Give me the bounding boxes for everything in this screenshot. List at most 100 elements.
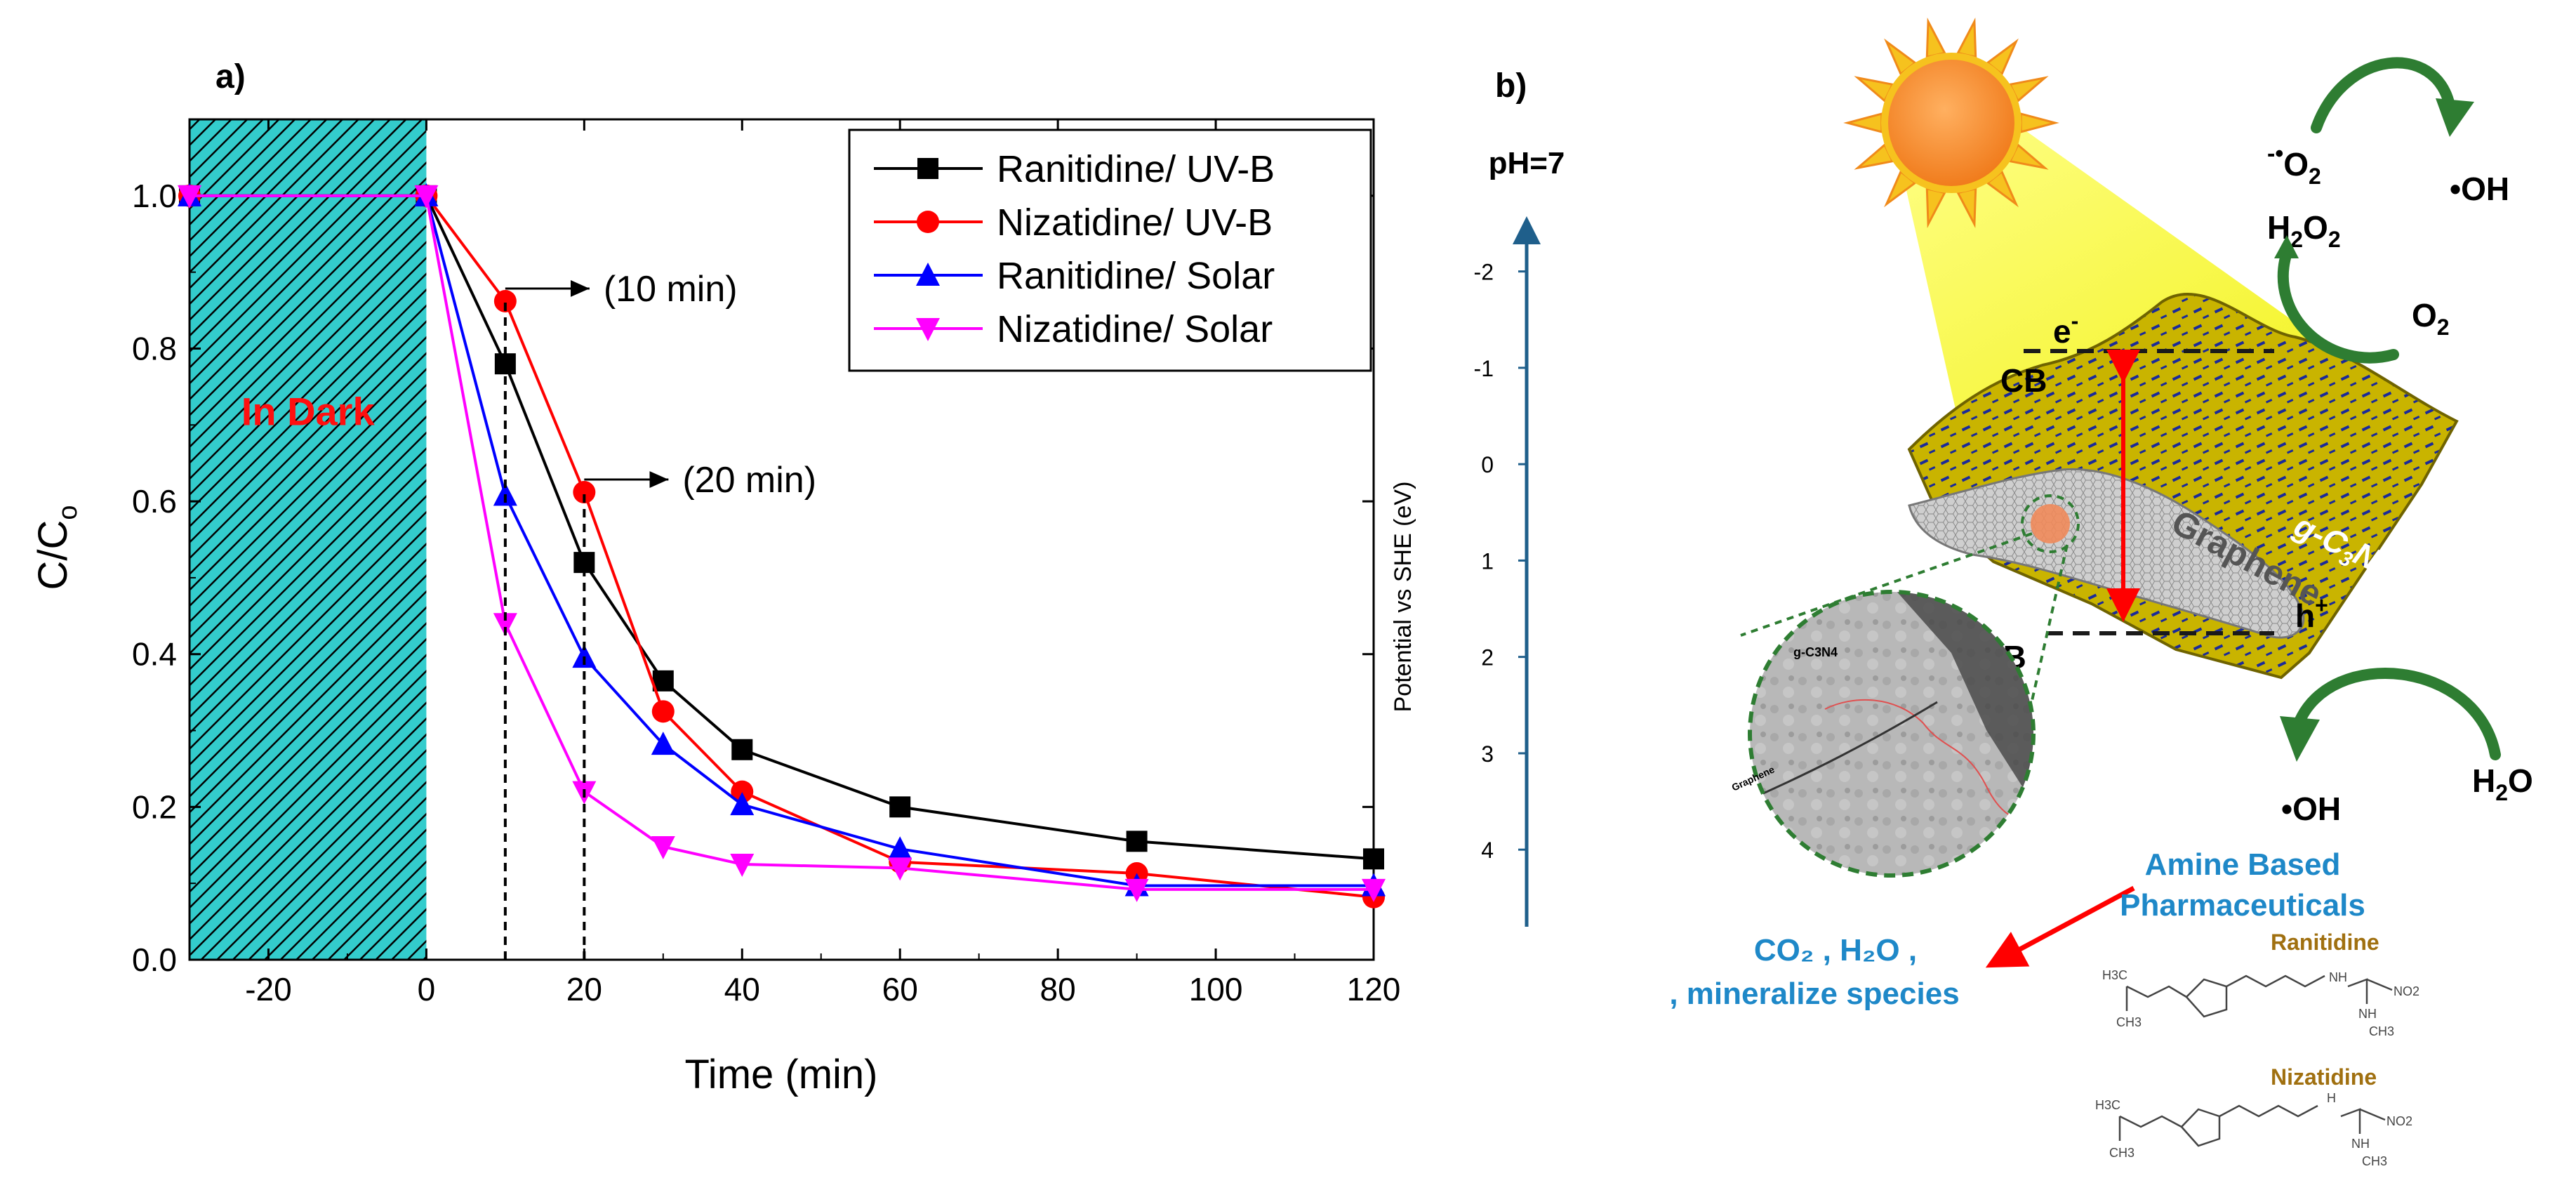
h2o-label: H2O <box>2472 762 2533 805</box>
h2o-2: 2 <box>2495 780 2508 805</box>
data-point <box>730 792 755 816</box>
h2o2-2b: 2 <box>2328 227 2341 252</box>
potential-tick-label: 4 <box>1481 838 1494 863</box>
axis-ticks: -20 0 20 40 60 80 100 120 0.0 0.2 0.4 0.6 0.8 1.0 <box>132 119 1400 1007</box>
niz-ch3-a: CH3 <box>2109 1146 2135 1160</box>
arrow-h2o-to-oh <box>2293 668 2501 760</box>
guide-lines <box>503 300 586 960</box>
oh-top-label: •OH <box>2450 171 2509 207</box>
data-point <box>731 739 753 760</box>
legend-label: Ranitidine/ UV-B <box>997 148 1275 190</box>
annotation-text: (10 min) <box>604 269 738 310</box>
data-point <box>651 835 675 859</box>
electron-symbol: e <box>2053 313 2071 350</box>
potential-tick-label: 1 <box>1481 548 1494 574</box>
products-line1: CO₂ , H₂O , <box>1754 933 1917 967</box>
legend-marker <box>917 211 939 233</box>
potential-tick-label: -1 <box>1474 356 1494 381</box>
cb-label: CB <box>2000 362 2047 399</box>
gcn-sheet <box>1907 292 2459 680</box>
oh-bottom-label: •OH <box>2281 791 2341 827</box>
data-point <box>651 700 675 723</box>
sun-ray <box>2019 112 2059 133</box>
electron-charge: - <box>2071 308 2079 333</box>
data-point <box>573 481 596 504</box>
potential-axis: pH=7 Potential vs SHE (eV) -2 -1 0 1 2 3 4 <box>1390 146 1565 927</box>
ran-h3c-a: H3C <box>2102 968 2127 982</box>
potential-tick-label: 2 <box>1481 645 1494 670</box>
hole-charge: + <box>2315 593 2328 618</box>
y-tick-label: 0.0 <box>132 941 177 978</box>
dark-region-label: In Dark <box>241 389 376 433</box>
arrow-head-oh <box>2436 98 2474 137</box>
dark-region <box>190 119 427 960</box>
y-tick-label: 0.2 <box>132 788 177 825</box>
y-axis-label-main: C/C <box>30 520 76 590</box>
superoxide-label: -•O2 <box>2267 140 2321 189</box>
panel-a-label: a) <box>215 58 246 95</box>
degradation-arrow <box>1985 885 2135 968</box>
plot-frame <box>188 118 1375 961</box>
hole-symbol: h <box>2295 597 2315 634</box>
x-tick-label: 100 <box>1189 971 1243 1007</box>
niz-nh-b: NH <box>2351 1137 2370 1151</box>
legend-label: Ranitidine/ Solar <box>997 255 1275 297</box>
legend-marker <box>917 158 938 179</box>
data-point <box>493 613 517 637</box>
reaction-arrows <box>2277 57 2501 760</box>
arrow-head-superoxide <box>2274 235 2299 258</box>
y-tick-label: 1.0 <box>132 178 177 214</box>
o2-label: O2 <box>2412 297 2450 340</box>
series-group <box>178 183 1386 908</box>
x-tick-label: 40 <box>724 971 760 1007</box>
ranitidine-label: Ranitidine <box>2271 930 2379 955</box>
legend-marker <box>916 263 940 286</box>
y-tick-label: 0.6 <box>132 483 177 520</box>
x-tick-label: 20 <box>566 971 602 1007</box>
data-point <box>888 857 912 881</box>
data-point <box>1362 878 1386 902</box>
data-point <box>1124 878 1149 902</box>
ranitidine-atoms: H3C CH3 NH NO2 NH CH3 <box>2102 968 2419 1038</box>
ran-nh-b: NH <box>2358 1007 2377 1021</box>
h2o-o: O <box>2508 762 2533 799</box>
arrow-o2-to-superoxide <box>2277 247 2399 364</box>
annotations: (10 min) (20 min) <box>505 269 816 501</box>
ran-no2: NO2 <box>2394 984 2419 998</box>
o2-o: O <box>2412 297 2437 333</box>
panel-b-label: b) <box>1495 67 1527 105</box>
svg-text:C/Co: C/Co <box>30 505 83 590</box>
data-point <box>889 796 911 818</box>
products-line2: , mineralize species <box>1669 977 1959 1011</box>
zoom-spot <box>2031 504 2070 543</box>
niz-h3c-a: H3C <box>2095 1098 2120 1112</box>
data-point <box>493 289 517 312</box>
y-tick-label: 0.8 <box>132 330 177 366</box>
h2o2-label: H2O2 <box>2267 209 2341 252</box>
ranitidine-structure <box>2125 974 2393 1018</box>
x-tick-label: -20 <box>245 971 291 1007</box>
x-axis-label: Time (min) <box>685 1052 878 1097</box>
annotation-text: (20 min) <box>682 460 816 501</box>
niz-h: H <box>2327 1091 2336 1105</box>
amine-line1: Amine Based <box>2145 847 2341 882</box>
inset-gcn-label: g-C3N4 <box>1793 645 1838 659</box>
potential-tick-label: 0 <box>1481 452 1494 477</box>
zoom-line-right <box>2027 544 2069 717</box>
arrow-head-oh-bottom <box>2280 716 2320 762</box>
tem-inset: g-C3N4 Graphene <box>1730 590 2036 878</box>
electron-label: e- <box>2053 308 2078 350</box>
data-point <box>178 185 201 209</box>
o2-2: 2 <box>2437 315 2450 340</box>
data-point <box>572 645 597 668</box>
ran-ch3-b: CH3 <box>2369 1024 2394 1038</box>
sun-icon <box>1843 18 2059 228</box>
h2o2-o: O <box>2303 209 2328 246</box>
data-point <box>1126 831 1148 852</box>
y-axis-label: C/Co <box>30 505 83 590</box>
legend: Ranitidine/ UV-B Nizatidine/ UV-B Ranitidi… <box>848 128 1372 372</box>
superoxide-charge: -• <box>2267 140 2283 167</box>
sun-ray <box>1956 18 1977 59</box>
data-point <box>888 836 912 860</box>
